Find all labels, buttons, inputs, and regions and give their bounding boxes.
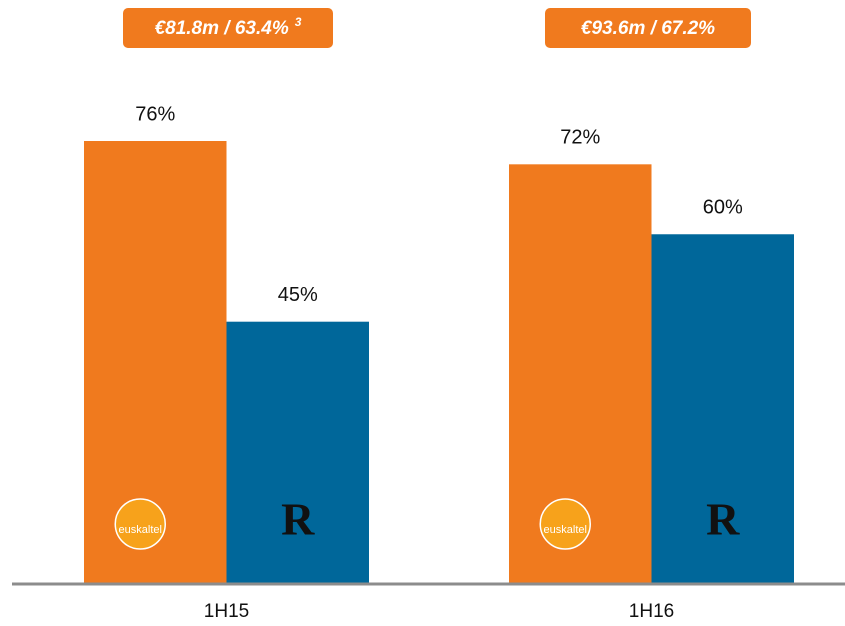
bar <box>226 321 369 584</box>
annotation: €81.8m / 63.4% 3 <box>155 15 302 39</box>
annotation-text: €93.6m / 67.2% <box>581 18 715 39</box>
logo-text: euskaltel <box>119 524 162 536</box>
value-label: 72% <box>560 127 600 149</box>
x-tick-label: 1H16 <box>629 601 674 622</box>
logo-text: R <box>281 494 315 545</box>
annotation-text: €81.8m / 63.4% <box>155 18 289 39</box>
logo-text: R <box>706 494 740 545</box>
logo-circle <box>114 498 166 550</box>
annotation-sup: 3 <box>295 15 302 29</box>
value-label: 60% <box>703 197 743 219</box>
annotation-box <box>123 8 333 48</box>
value-label: 45% <box>278 284 318 306</box>
bar <box>651 234 794 584</box>
value-label: 76% <box>135 103 175 125</box>
annotation: €93.6m / 67.2% <box>581 18 715 39</box>
logo-circle <box>539 498 591 550</box>
annotation-box <box>545 8 751 48</box>
x-tick-label: 1H15 <box>204 601 249 622</box>
logo-text: euskaltel <box>544 524 587 536</box>
